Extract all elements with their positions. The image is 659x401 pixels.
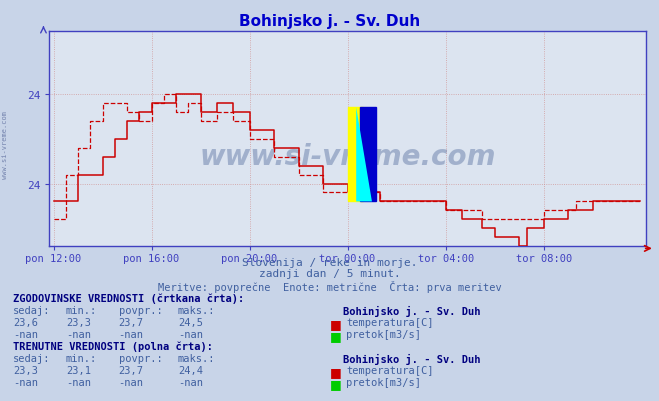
Text: sedaj:: sedaj: [13,305,51,315]
Text: ■: ■ [330,365,341,378]
Text: 23,6: 23,6 [13,317,38,327]
Text: temperatura[C]: temperatura[C] [346,317,434,327]
Text: povpr.:: povpr.: [119,305,162,315]
Text: 24,5: 24,5 [178,317,203,327]
Text: Bohinjsko j. - Sv. Duh: Bohinjsko j. - Sv. Duh [343,353,480,364]
Text: TRENUTNE VREDNOSTI (polna črta):: TRENUTNE VREDNOSTI (polna črta): [13,341,213,351]
Text: Meritve: povprečne  Enote: metrične  Črta: prva meritev: Meritve: povprečne Enote: metrične Črta:… [158,280,501,292]
Text: min.:: min.: [66,305,97,315]
Text: ZGODOVINSKE VREDNOSTI (črtkana črta):: ZGODOVINSKE VREDNOSTI (črtkana črta): [13,293,244,303]
Text: 24,4: 24,4 [178,365,203,375]
Text: povpr.:: povpr.: [119,353,162,363]
Text: 23,3: 23,3 [66,317,91,327]
Text: -nan: -nan [119,377,144,387]
Bar [348,108,363,202]
Text: ■: ■ [330,317,341,330]
Text: -nan: -nan [178,377,203,387]
Text: -nan: -nan [66,329,91,339]
Text: 23,7: 23,7 [119,317,144,327]
Text: www.si-vreme.com: www.si-vreme.com [200,142,496,170]
Text: 23,3: 23,3 [13,365,38,375]
Text: sedaj:: sedaj: [13,353,51,363]
Text: Bohinjsko j. - Sv. Duh: Bohinjsko j. - Sv. Duh [343,305,480,316]
PathPatch shape [357,108,372,202]
Bar [360,108,376,202]
Text: ■: ■ [330,377,341,390]
Text: -nan: -nan [178,329,203,339]
Text: ■: ■ [330,329,341,342]
Text: zadnji dan / 5 minut.: zadnji dan / 5 minut. [258,269,401,279]
Text: min.:: min.: [66,353,97,363]
Text: -nan: -nan [119,329,144,339]
Text: -nan: -nan [13,329,38,339]
Text: 23,1: 23,1 [66,365,91,375]
Text: pretok[m3/s]: pretok[m3/s] [346,377,421,387]
Text: Slovenija / reke in morje.: Slovenija / reke in morje. [242,257,417,267]
Text: pretok[m3/s]: pretok[m3/s] [346,329,421,339]
Text: Bohinjsko j. - Sv. Duh: Bohinjsko j. - Sv. Duh [239,14,420,29]
Text: 23,7: 23,7 [119,365,144,375]
Text: maks.:: maks.: [178,353,215,363]
Text: -nan: -nan [13,377,38,387]
Text: www.si-vreme.com: www.si-vreme.com [2,110,9,178]
Text: maks.:: maks.: [178,305,215,315]
Text: -nan: -nan [66,377,91,387]
Text: temperatura[C]: temperatura[C] [346,365,434,375]
